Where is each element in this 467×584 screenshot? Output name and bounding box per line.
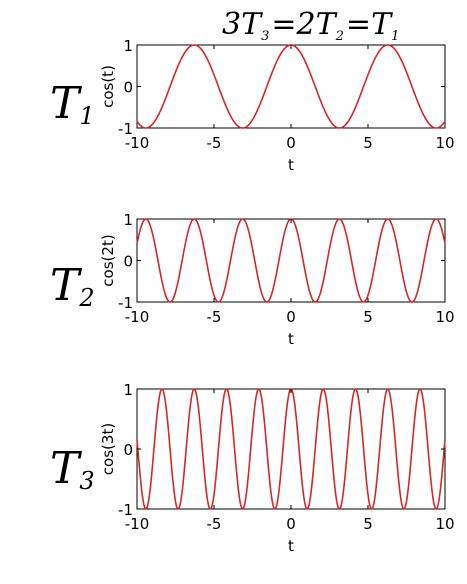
title-part-sub: 1 <box>391 29 399 44</box>
x-tick-label: 10 <box>435 515 454 533</box>
x-tick-label: 0 <box>286 515 296 533</box>
y-tick-label: 1 <box>123 211 133 229</box>
series-line-cos(t) <box>136 44 446 129</box>
title-part-var: T <box>316 7 338 42</box>
y-tick-label: 0 <box>123 441 133 459</box>
axes-box <box>136 218 446 303</box>
title-part-coef: 2 <box>296 7 316 42</box>
series-line-cos(2t) <box>136 218 446 303</box>
y-axis-label: cos(3t) <box>99 423 117 475</box>
y-tick-label: 1 <box>123 381 133 399</box>
y-tick-label: 0 <box>123 79 133 97</box>
x-tick-label: 5 <box>363 515 373 533</box>
x-tick-label: -5 <box>207 134 222 152</box>
x-tick-label: 5 <box>363 134 373 152</box>
x-tick-label: -5 <box>207 515 222 533</box>
x-axis-label: t <box>288 537 294 555</box>
x-tick-label: -5 <box>207 308 222 326</box>
y-tick-label: 0 <box>123 253 133 271</box>
title-part-var: T <box>241 7 263 42</box>
x-tick-label: -10 <box>125 134 150 152</box>
x-tick-label: 0 <box>286 308 296 326</box>
figure-title: 3T3=2T2=T1 <box>222 7 399 44</box>
row-label-3: T3 <box>50 443 95 495</box>
x-tick-label: 10 <box>435 134 454 152</box>
row-label-2: T2 <box>50 260 95 312</box>
row-label-subscript: 2 <box>78 284 94 312</box>
y-axis-label: cos(t) <box>99 65 117 108</box>
row-label-letter: T <box>50 78 83 129</box>
series-line-cos(3t) <box>136 388 446 510</box>
x-tick-label: 0 <box>286 134 296 152</box>
y-tick-label: -1 <box>118 120 133 138</box>
title-part-op: = <box>346 7 371 42</box>
axes-box <box>136 388 446 510</box>
title-part-sub: 3 <box>261 29 269 44</box>
row-label-letter: T <box>50 260 83 311</box>
row-label-letter: T <box>50 443 83 494</box>
x-axis-label: t <box>288 156 294 174</box>
x-axis-label: t <box>288 330 294 348</box>
y-tick-label: 1 <box>123 37 133 55</box>
y-tick-label: -1 <box>118 294 133 312</box>
x-tick-label: 10 <box>435 308 454 326</box>
x-tick-label: -10 <box>125 515 150 533</box>
x-tick-label: -10 <box>125 308 150 326</box>
row-label-subscript: 1 <box>79 102 94 130</box>
row-label-1: T1 <box>50 78 95 130</box>
x-tick-label: 5 <box>363 308 373 326</box>
axes-box <box>136 44 446 129</box>
row-label-subscript: 3 <box>79 467 94 495</box>
title-part-sub: 2 <box>335 29 344 44</box>
title-part-coef: 3 <box>222 7 241 42</box>
y-axis-label: cos(2t) <box>99 234 117 286</box>
title-part-op: = <box>271 7 296 42</box>
title-part-var: T <box>371 7 393 42</box>
y-tick-label: -1 <box>118 501 133 519</box>
